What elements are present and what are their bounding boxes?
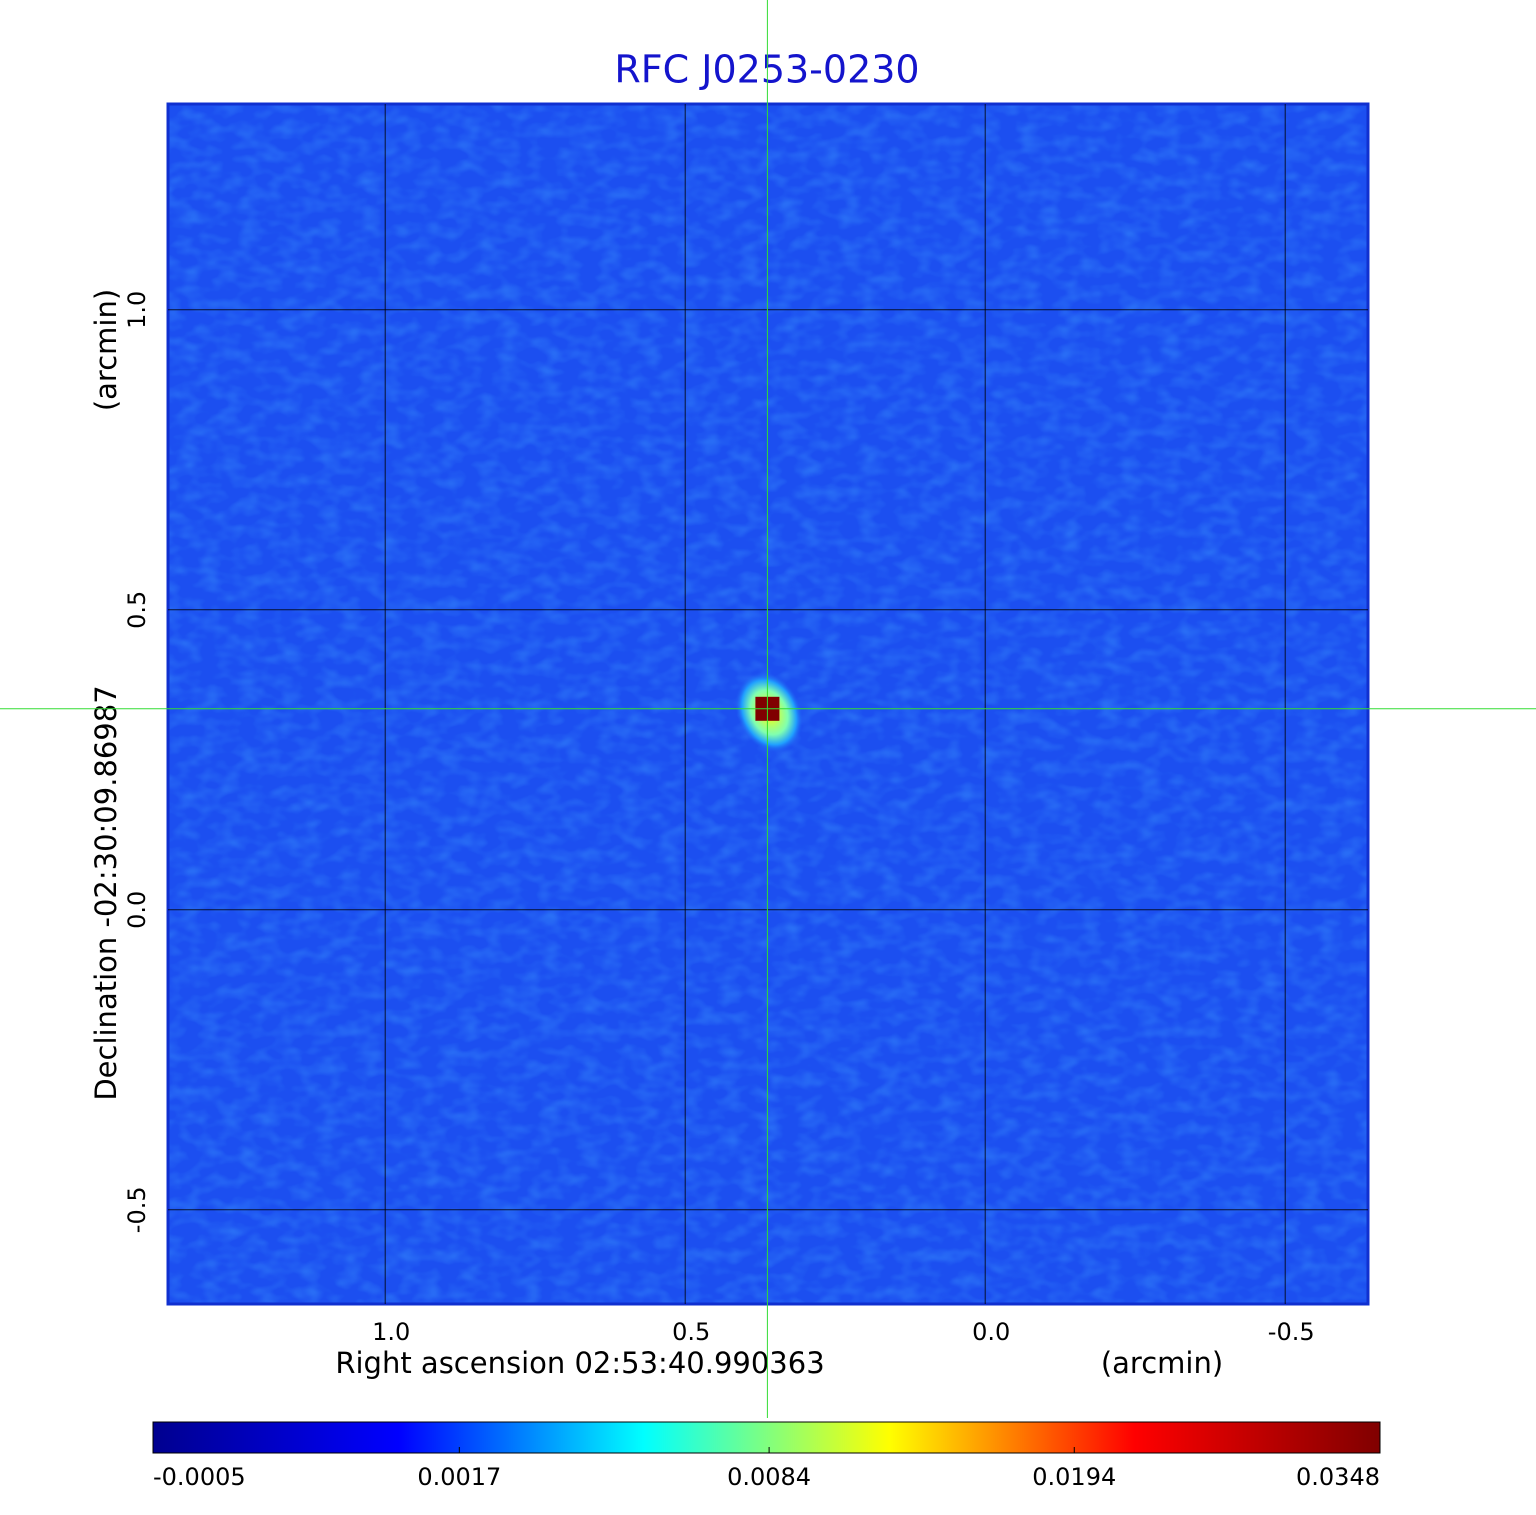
- colorbar-tick-label: 0.0017: [417, 1463, 501, 1491]
- colorbar-tick-label: 0.0084: [727, 1463, 811, 1491]
- colorbar: [152, 1421, 1381, 1454]
- y-tick-label: -0.5: [123, 1186, 151, 1233]
- y-tick-label: 1.0: [123, 291, 151, 329]
- colorbar-tick-label: -0.0005: [153, 1463, 246, 1491]
- x-axis-unit: (arcmin): [1101, 1346, 1223, 1380]
- y-tick-label: 0.5: [123, 591, 151, 629]
- x-axis-label: Right ascension 02:53:40.990363: [335, 1346, 824, 1380]
- y-tick-label: 0.0: [123, 891, 151, 929]
- colorbar-tick-label: 0.0194: [1032, 1463, 1116, 1491]
- x-tick-label: 1.0: [372, 1318, 410, 1346]
- x-tick-label: -0.5: [1268, 1318, 1315, 1346]
- y-axis-label: Declination -02:30:09.86987: [89, 685, 123, 1100]
- colorbar-tick-label: 0.0348: [1296, 1463, 1380, 1491]
- y-axis-unit: (arcmin): [89, 289, 123, 411]
- x-tick-label: 0.0: [972, 1318, 1010, 1346]
- x-tick-label: 0.5: [672, 1318, 710, 1346]
- plot-frame: [166, 102, 1370, 1306]
